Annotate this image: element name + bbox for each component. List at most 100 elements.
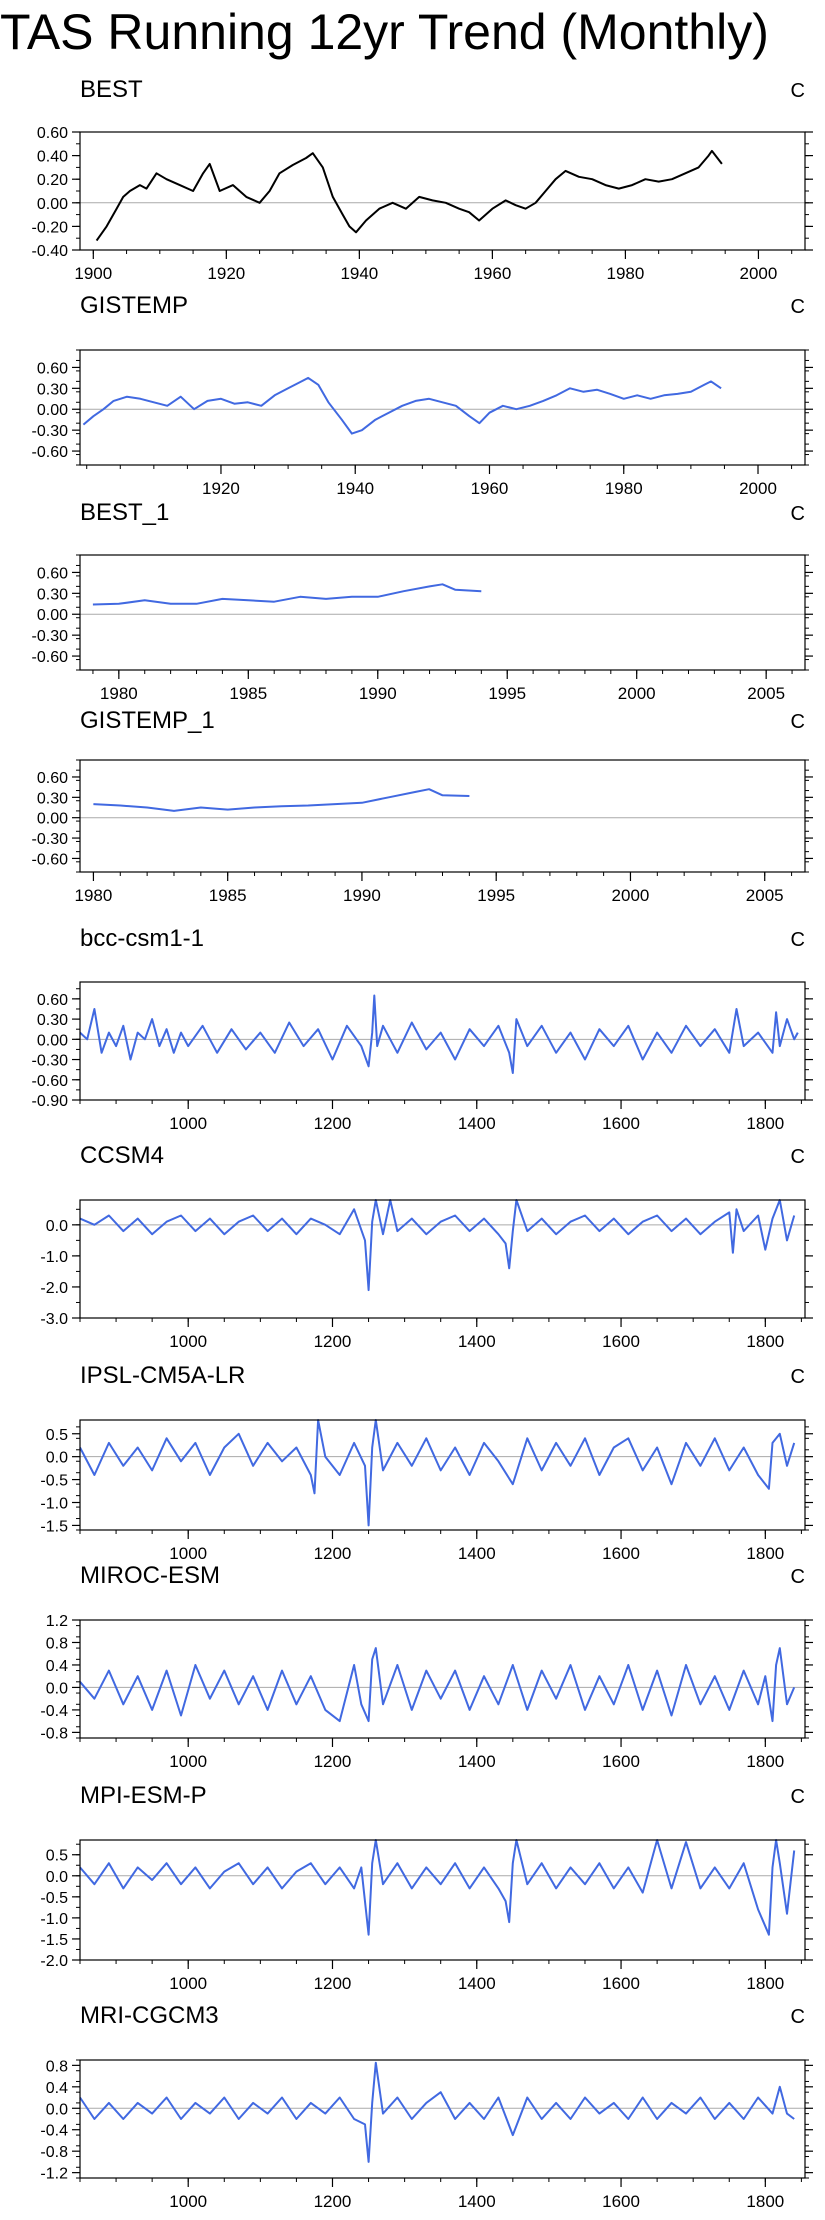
y-tick-label: -0.4 [40,2123,68,2140]
panel-title-ccsm4: CCSM4 [80,1142,164,1169]
y-tick-label: -2.0 [40,1280,68,1297]
x-tick-label: 1000 [169,2192,207,2211]
y-tick-label: 0.00 [37,402,68,419]
y-tick-label: -0.90 [32,1093,69,1110]
x-tick-label: 1800 [746,1974,784,1993]
x-tick-label: 1980 [605,479,643,498]
series-line-bcc-csm1-1 [79,994,799,1074]
series-line-mri-cgcm3 [79,2061,795,2163]
x-tick-label: 1200 [314,1974,352,1993]
y-tick-label: 0.5 [46,1848,68,1865]
plot-frame [79,1839,806,1961]
y-tick-label: 0.00 [37,196,68,213]
x-tick-label: 1800 [746,1752,784,1771]
y-tick-label: -0.5 [40,1890,68,1907]
y-tick-label: 0.20 [37,172,68,189]
y-tick-label: -1.2 [40,2166,68,2183]
y-tick-label: 0.8 [46,2058,68,2075]
units-label-ipsl-cm5a-lr: C [791,1366,805,1388]
y-tick-label: -0.40 [32,243,69,260]
x-tick-label: 1940 [340,264,378,283]
panel-best: BEST C -0.40 -0.20 0.00 0.20 0.40 0.60 1900 1920 1… [32,76,813,283]
series-line-best-1 [92,583,482,606]
x-tick-label: 1800 [746,2192,784,2211]
panel-title-gistemp-1: GISTEMP_1 [80,707,215,734]
x-tick-label: 1800 [746,1332,784,1351]
units-label-mpi-esm-p: C [791,1786,805,1808]
plot-frame [79,1419,806,1531]
series-line-ccsm4 [79,1199,796,1292]
x-tick-label: 1940 [336,479,374,498]
units-label-bcc-csm1-1: C [791,929,805,951]
x-tick-label: 1600 [602,2192,640,2211]
series-line-gistemp-1 [93,788,470,812]
y-tick-label: -0.5 [40,1473,68,1490]
x-tick-label: 1400 [458,1974,496,1993]
x-tick-label: 1200 [314,2192,352,2211]
plot-frame [79,554,806,671]
x-tick-label: 2000 [739,479,777,498]
x-tick-label: 1990 [343,886,381,905]
y-tick-label: -0.8 [40,2144,68,2161]
y-tick-label: -1.5 [40,1932,68,1949]
y-tick-label: -0.20 [32,219,69,236]
x-tick-label: 1000 [169,1114,207,1133]
x-tick-label: 1600 [602,1752,640,1771]
y-tick-label: 0.0 [46,1450,68,1467]
x-tick-label: 1800 [746,1544,784,1563]
panel-ccsm4: CCSM4 C -3.0 -2.0 -1.0 0.0 1000 1200 1400 1600 180… [40,1142,813,1351]
panel-title-best-1: BEST_1 [80,499,169,526]
x-tick-label: 1900 [74,264,112,283]
x-tick-label: 1600 [602,1114,640,1133]
y-tick-label: 0.0 [46,1218,68,1235]
x-tick-label: 1000 [169,1752,207,1771]
series-line-ipsl-cm5a-lr [79,1419,796,1527]
x-tick-label: 2005 [747,684,785,703]
y-tick-label: 0.5 [46,1427,68,1444]
x-tick-label: 1985 [209,886,247,905]
panel-bcc-csm1-1: bcc-csm1-1 C -0.90 -0.60 -0.30 0.00 0.30 0.60 10… [32,925,813,1133]
series-line-best [95,149,723,242]
x-tick-label: 1400 [458,2192,496,2211]
y-tick-label: -0.8 [40,1725,68,1742]
x-tick-label: 2000 [618,684,656,703]
units-label-best: C [791,80,805,102]
y-tick-label: -0.30 [32,1053,69,1070]
x-tick-label: 1600 [602,1974,640,1993]
x-tick-label: 1920 [202,479,240,498]
y-tick-label: 0.30 [37,790,68,807]
y-tick-label: 0.60 [37,770,68,787]
units-label-mri-cgcm3: C [791,2006,805,2028]
x-tick-label: 1200 [314,1114,352,1133]
x-tick-label: 1960 [473,264,511,283]
x-tick-label: 1000 [169,1332,207,1351]
x-tick-label: 2005 [746,886,784,905]
x-tick-label: 1400 [458,1332,496,1351]
y-tick-label: -0.4 [40,1703,68,1720]
x-tick-label: 1600 [602,1544,640,1563]
y-tick-label: 0.00 [37,607,68,624]
y-tick-label: 0.00 [37,1032,68,1049]
y-tick-label: 0.60 [37,360,68,377]
plot-frame [79,1619,806,1739]
panel-title-mri-cgcm3: MRI-CGCM3 [80,2002,219,2029]
panel-best-1: BEST_1 C -0.60 -0.30 0.00 0.30 0.60 1980 1985 199… [32,499,813,703]
panel-mri-cgcm3: MRI-CGCM3 C -1.2 -0.8 -0.4 0.0 0.4 0.8 1000 1200 1… [40,2002,813,2211]
y-tick-label: 0.00 [37,811,68,828]
plot-frame [79,981,806,1101]
y-tick-label: -1.0 [40,1496,68,1513]
y-tick-label: 0.60 [37,992,68,1009]
x-tick-label: 1000 [169,1974,207,1993]
y-tick-label: -3.0 [40,1311,68,1328]
x-tick-label: 1985 [229,684,267,703]
panel-mpi-esm-p: MPI-ESM-P C -2.0 -1.5 -1.0 -0.5 0.0 0.5 1000 1200… [40,1782,813,1993]
y-tick-label: -0.60 [32,851,69,868]
plot-frame [79,2059,806,2179]
x-tick-label: 1400 [458,1114,496,1133]
units-label-gistemp: C [791,296,805,318]
panel-title-bcc-csm1-1: bcc-csm1-1 [80,925,204,952]
plot-frame [79,131,806,251]
plot-frame [79,1199,806,1319]
y-tick-label: 1.2 [46,1613,68,1630]
